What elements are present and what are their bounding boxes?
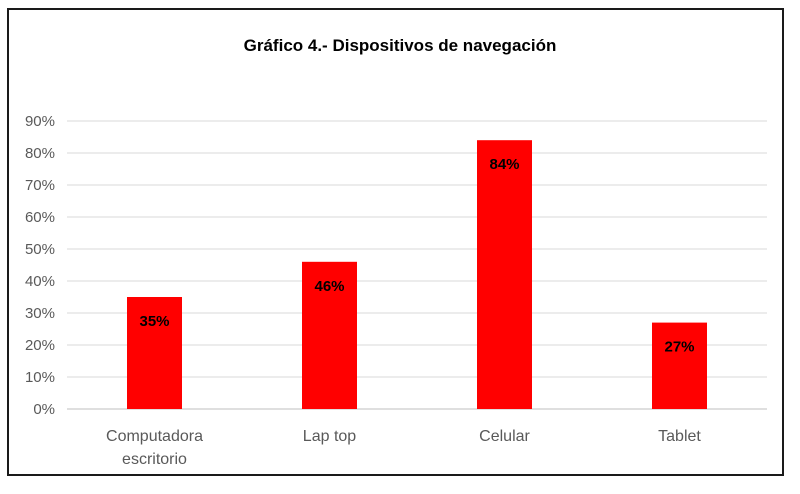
- x-tick-label: Lap top: [303, 428, 356, 445]
- x-tick-label-line: Tablet: [658, 428, 701, 445]
- bar: [477, 140, 532, 409]
- x-tick-label-line: Lap top: [303, 428, 356, 445]
- x-tick-label: Celular: [479, 428, 530, 445]
- y-tick-label: 0%: [33, 401, 55, 418]
- bar: [127, 297, 182, 409]
- gridlines: [67, 120, 767, 378]
- y-tick-label: 90%: [25, 113, 55, 130]
- x-tick-label: Tablet: [658, 428, 701, 445]
- y-tick-label: 20%: [25, 337, 55, 354]
- data-label: 35%: [139, 313, 169, 330]
- y-tick-label: 40%: [25, 273, 55, 290]
- y-tick-label: 10%: [25, 369, 55, 386]
- chart-title: Gráfico 4.- Dispositivos de navegación: [244, 36, 557, 55]
- data-labels: 35% 46% 84% 27%: [139, 156, 694, 355]
- data-label: 27%: [664, 339, 694, 356]
- bar: [302, 261, 357, 409]
- y-tick-label: 80%: [25, 145, 55, 162]
- x-tick-label-line: Celular: [479, 428, 530, 445]
- y-tick-label: 70%: [25, 177, 55, 194]
- bars: [127, 140, 707, 409]
- x-tick-label-line: Computadora: [106, 428, 203, 445]
- y-tick-label: 30%: [25, 305, 55, 322]
- x-tick-label-line: escritorio: [122, 451, 187, 468]
- y-tick-label: 60%: [25, 209, 55, 226]
- data-label: 46%: [314, 278, 344, 295]
- bar: [652, 322, 707, 409]
- tick-labels: 0% 10% 20% 30% 40% 50% 60% 70% 80% 90% Computadora…: [25, 113, 701, 468]
- y-tick-label: 50%: [25, 241, 55, 258]
- data-label: 84%: [489, 156, 519, 173]
- x-tick-label: Computadora escritorio: [106, 428, 203, 468]
